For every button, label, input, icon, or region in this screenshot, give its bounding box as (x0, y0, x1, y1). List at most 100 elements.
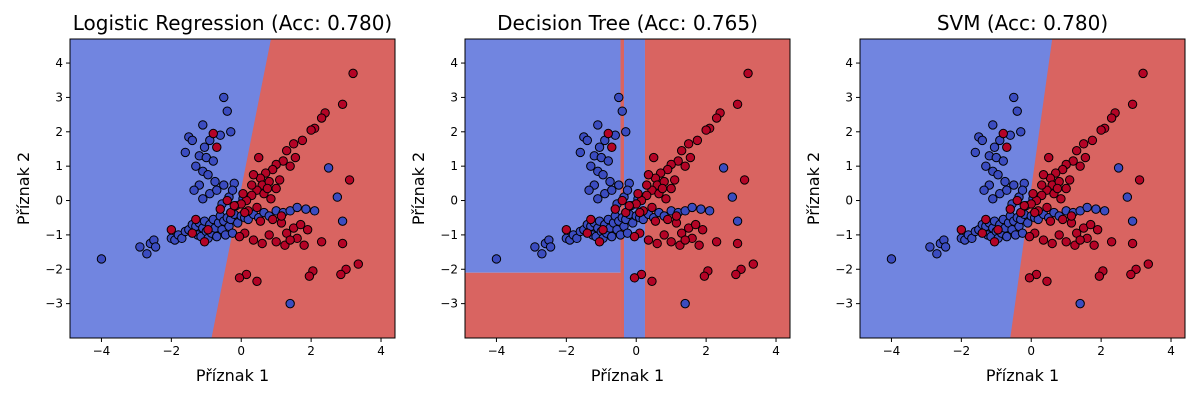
data-point-class-1 (285, 161, 295, 171)
x-tick-label: −2 (162, 344, 180, 358)
x-axis-label: Příznak 1 (196, 366, 269, 385)
y-tick-label: −2 (45, 262, 63, 276)
data-point-class-0 (1082, 202, 1092, 213)
data-point-class-1 (748, 259, 759, 269)
data-point-class-1 (166, 225, 177, 235)
chart-title: SVM (Acc: 0.780) (937, 11, 1108, 35)
x-tick-label: 0 (632, 344, 640, 358)
data-point-class-1 (1024, 273, 1035, 283)
data-point-class-1 (297, 135, 308, 146)
y-axis-label: Příznak 2 (409, 152, 428, 225)
chart-title: Decision Tree (Acc: 0.765) (497, 11, 758, 35)
data-point-class-1 (594, 237, 605, 247)
data-point-class-1 (647, 276, 657, 286)
data-point-class-1 (336, 269, 346, 280)
data-point-class-0 (198, 194, 208, 204)
data-point-class-0 (593, 194, 603, 204)
data-point-class-0 (696, 204, 706, 214)
data-point-class-1 (1138, 68, 1148, 79)
data-point-class-0 (603, 156, 613, 166)
data-point-class-1 (624, 200, 634, 211)
data-point-class-1 (699, 271, 710, 281)
y-tick-label: 4 (450, 56, 458, 70)
x-tick-label: −4 (883, 344, 901, 358)
x-tick-label: 4 (1167, 344, 1175, 358)
data-point-class-0 (1075, 298, 1085, 309)
chart-panel-3: −4 −2 0 2 4 −3 −2 −1 0 1 2 3 4 SVM (Acc: 0.780) Přízna… (804, 11, 1186, 385)
data-point-class-1 (743, 68, 753, 79)
data-point-class-1 (344, 175, 355, 185)
data-point-class-0 (687, 202, 697, 213)
data-point-class-1 (629, 231, 640, 242)
axes-frame (69, 38, 396, 339)
data-point-class-1 (643, 170, 654, 180)
data-point-class-1 (288, 139, 299, 149)
data-point-class-0 (537, 249, 547, 259)
data-point-class-1 (643, 235, 654, 245)
y-tick-label: −1 (440, 228, 458, 242)
data-point-class-0 (198, 120, 208, 130)
data-point-class-0 (988, 120, 998, 130)
data-point-class-1 (633, 188, 643, 199)
x-tick-label: −4 (93, 344, 111, 358)
y-tick-label: −3 (440, 297, 458, 311)
data-point-class-1 (304, 271, 315, 281)
data-point-class-1 (199, 237, 210, 247)
data-point-class-0 (226, 127, 236, 137)
y-tick-label: 4 (845, 56, 853, 70)
data-point-class-0 (332, 192, 343, 202)
data-point-class-1 (257, 238, 267, 249)
data-point-class-0 (187, 135, 198, 146)
data-point-class-1 (690, 219, 701, 230)
plot-area (465, 39, 790, 338)
data-point-class-1 (1106, 113, 1117, 123)
data-point-class-0 (337, 216, 348, 226)
data-point-class-0 (614, 180, 624, 190)
data-point-class-1 (610, 204, 620, 214)
data-point-class-1 (1106, 237, 1117, 247)
data-point-class-0 (582, 135, 593, 146)
data-point-class-0 (180, 147, 191, 158)
y-tick-label: 1 (845, 159, 853, 173)
data-point-class-0 (189, 185, 199, 195)
y-tick-label: −3 (45, 297, 63, 311)
data-point-class-0 (1113, 163, 1124, 173)
data-point-class-0 (940, 242, 951, 252)
data-point-class-1 (234, 273, 245, 283)
data-point-class-1 (1012, 195, 1022, 206)
data-point-class-1 (316, 237, 327, 247)
y-tick-label: 2 (845, 125, 853, 139)
data-point-class-0 (323, 163, 334, 173)
data-point-class-1 (1061, 237, 1071, 247)
data-point-class-0 (292, 202, 302, 213)
y-tick-label: 0 (450, 194, 458, 208)
data-point-class-1 (203, 225, 213, 235)
data-point-class-1 (603, 128, 613, 139)
y-tick-label: −1 (45, 228, 63, 242)
data-point-class-1 (647, 202, 657, 213)
data-point-class-0 (598, 170, 608, 180)
data-point-class-1 (1042, 276, 1052, 286)
data-point-class-1 (701, 125, 711, 135)
y-tick-label: 2 (55, 125, 63, 139)
data-point-class-0 (212, 231, 222, 242)
data-point-class-1 (1028, 188, 1038, 199)
data-point-class-1 (1085, 219, 1096, 230)
data-point-class-1 (1075, 161, 1085, 171)
data-point-class-1 (617, 195, 627, 206)
data-point-class-1 (1054, 230, 1064, 240)
data-point-class-1 (248, 235, 259, 245)
y-tick-label: −3 (835, 297, 853, 311)
x-tick-label: −2 (557, 344, 575, 358)
data-point-class-0 (301, 204, 311, 214)
data-point-class-0 (1012, 106, 1022, 116)
data-point-class-0 (718, 163, 729, 173)
data-point-class-1 (649, 152, 659, 163)
data-point-class-1 (1061, 183, 1071, 194)
data-point-class-0 (605, 176, 615, 187)
decision-region-class-0 (624, 39, 645, 338)
data-point-class-1 (238, 188, 248, 199)
data-point-class-0 (96, 254, 107, 264)
data-point-class-0 (594, 142, 605, 152)
data-point-class-0 (1002, 185, 1012, 195)
